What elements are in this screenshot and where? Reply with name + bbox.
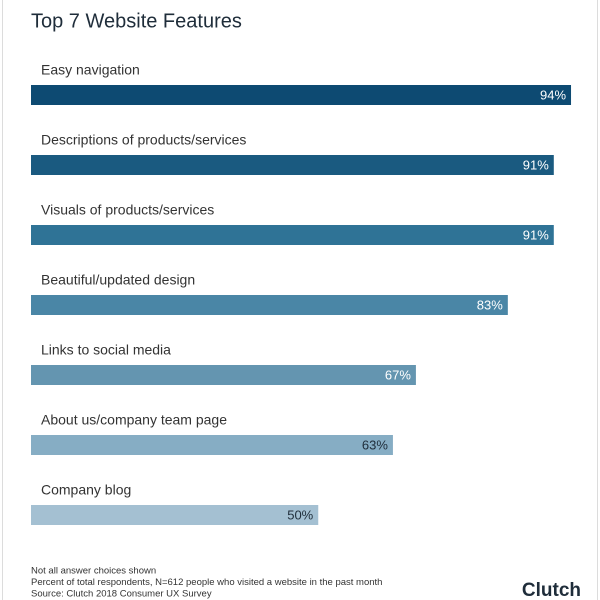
value-label: 67%: [385, 367, 411, 382]
footnote: Source: Clutch 2018 Consumer UX Survey: [31, 589, 212, 600]
bar: [31, 365, 416, 385]
logo: Clutch: [522, 580, 581, 600]
category-label: Company blog: [41, 482, 131, 498]
footnote: Not all answer choices shown: [31, 566, 156, 577]
value-label: 91%: [523, 157, 549, 172]
footnote: Percent of total respondents, N=612 peop…: [31, 577, 382, 588]
value-label: 83%: [477, 297, 503, 312]
value-label: 91%: [523, 227, 549, 242]
category-label: Easy navigation: [41, 62, 140, 78]
bar: [31, 155, 554, 175]
value-label: 63%: [362, 437, 388, 452]
chart-title: Top 7 Website Features: [31, 10, 242, 32]
category-label: Descriptions of products/services: [41, 132, 246, 148]
bar: [31, 505, 319, 525]
value-label: 94%: [540, 87, 566, 102]
bar: [31, 295, 508, 315]
category-label: About us/company team page: [41, 412, 227, 428]
bar: [31, 85, 572, 105]
bar: [31, 435, 393, 455]
category-label: Visuals of products/services: [41, 202, 214, 218]
bar: [31, 225, 554, 245]
category-label: Links to social media: [41, 342, 171, 358]
category-label: Beautiful/updated design: [41, 272, 195, 288]
value-label: 50%: [287, 507, 313, 522]
